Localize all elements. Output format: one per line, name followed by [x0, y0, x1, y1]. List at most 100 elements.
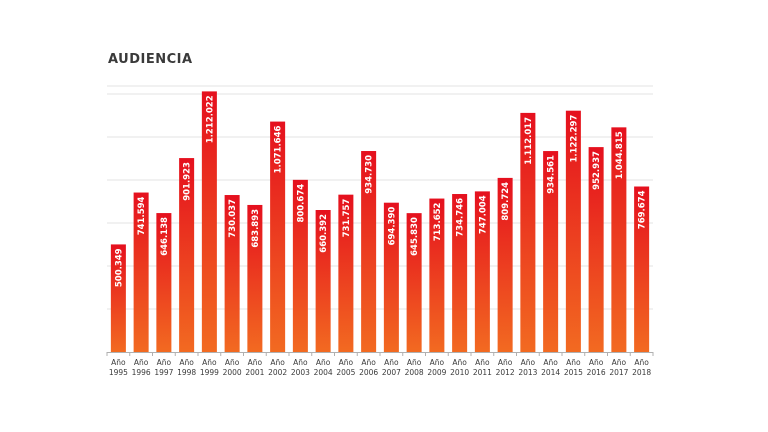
x-tick-label-top: Año	[293, 358, 308, 367]
x-tick-label-bottom: 2001	[245, 368, 264, 377]
x-tick-label-top: Año	[225, 358, 240, 367]
bar-value-label: 1.071.646	[274, 125, 284, 173]
x-tick-label-bottom: 1999	[200, 368, 219, 377]
x-tick-label-bottom: 1998	[177, 368, 196, 377]
bar	[565, 110, 581, 352]
x-tick-label-bottom: 2002	[268, 368, 287, 377]
x-tick-label-top: Año	[475, 358, 490, 367]
bar-value-label: 901.923	[183, 162, 193, 201]
bar-value-label: 800.674	[296, 184, 306, 223]
bar-value-label: 660.392	[319, 214, 329, 253]
bar-value-label: 741.594	[137, 196, 147, 235]
bar	[156, 213, 172, 352]
bar-value-label: 809.724	[501, 182, 511, 221]
x-tick-label-top: Año	[361, 358, 376, 367]
x-tick-label-bottom: 2017	[609, 368, 628, 377]
bar-value-label: 769.674	[638, 190, 648, 229]
x-tick-label-bottom: 1996	[132, 368, 151, 377]
x-tick-label-bottom: 2016	[587, 368, 606, 377]
x-tick-label-bottom: 2004	[314, 368, 333, 377]
bar	[588, 147, 604, 352]
bar-value-label: 646.138	[160, 217, 170, 256]
x-tick-label-bottom: 2005	[336, 368, 355, 377]
bar-value-label: 1.212.022	[205, 95, 215, 143]
x-tick-label-bottom: 2000	[223, 368, 242, 377]
x-tick-label-top: Año	[384, 358, 399, 367]
bar-value-label: 713.652	[433, 202, 443, 241]
bar	[201, 91, 217, 352]
bar	[270, 121, 286, 352]
bar-value-label: 1.044.815	[615, 131, 625, 179]
bar-value-label: 500.349	[114, 248, 124, 287]
bar	[406, 213, 422, 352]
bar	[452, 194, 468, 352]
x-tick-label-bottom: 1995	[109, 368, 128, 377]
bar-value-label: 645.830	[410, 217, 420, 256]
bar	[247, 204, 263, 352]
bar-value-label: 934.561	[547, 155, 557, 194]
bar-value-label: 1.112.017	[524, 117, 534, 165]
bar-value-label: 683.893	[251, 209, 261, 248]
bar-value-label: 934.730	[365, 155, 375, 194]
bar-value-label: 694.390	[387, 207, 397, 246]
x-tick-label-top: Año	[157, 358, 172, 367]
bar	[429, 198, 445, 352]
x-tick-label-bottom: 2012	[496, 368, 515, 377]
x-tick-label-bottom: 2007	[382, 368, 401, 377]
x-tick-label-bottom: 2015	[564, 368, 583, 377]
x-tick-label-top: Año	[407, 358, 422, 367]
x-tick-label-bottom: 2018	[632, 368, 651, 377]
x-tick-label-top: Año	[566, 358, 581, 367]
x-tick-label-top: Año	[248, 358, 263, 367]
bar-value-label: 1.122.297	[569, 115, 579, 163]
bar	[110, 244, 126, 352]
x-tick-label-top: Año	[589, 358, 604, 367]
bars	[110, 91, 650, 353]
x-tick-label-top: Año	[634, 358, 649, 367]
x-tick-label-top: Año	[543, 358, 558, 367]
bar-value-label: 730.037	[228, 199, 238, 238]
x-tick-label-top: Año	[452, 358, 467, 367]
bar-value-label: 747.004	[478, 195, 488, 234]
x-tick-label-bottom: 2014	[541, 368, 560, 377]
x-tick-label-top: Año	[430, 358, 445, 367]
bar	[224, 195, 240, 352]
x-tick-label-top: Año	[179, 358, 194, 367]
bar	[133, 192, 149, 352]
x-tick-label-bottom: 2009	[427, 368, 446, 377]
x-tick-label-bottom: 2011	[473, 368, 492, 377]
x-tick-label-top: Año	[270, 358, 285, 367]
x-tick-label-bottom: 2010	[450, 368, 469, 377]
x-tick-label-bottom: 1997	[154, 368, 173, 377]
bar	[179, 158, 195, 352]
x-tick-label-top: Año	[134, 358, 149, 367]
x-tick-label-top: Año	[339, 358, 354, 367]
bar	[520, 112, 536, 352]
value-labels: 500.349 741.594 646.138 901.923 1.212.022 730…	[114, 95, 647, 287]
x-tick-label-top: Año	[521, 358, 536, 367]
x-tick-label-top: Año	[498, 358, 513, 367]
bar	[634, 186, 650, 352]
bar	[611, 127, 627, 353]
bar-value-label: 731.757	[342, 199, 352, 238]
bar	[361, 151, 377, 352]
bar	[474, 191, 490, 352]
x-tick-label-bottom: 2008	[405, 368, 424, 377]
bar	[543, 151, 559, 352]
bar	[383, 202, 399, 352]
bar-value-label: 734.746	[456, 198, 466, 237]
x-tick-labels: Año1995Año1996Año1997Año1998Año1999Año20…	[106, 352, 654, 377]
x-tick-label-top: Año	[111, 358, 126, 367]
x-tick-label-bottom: 2013	[518, 368, 537, 377]
x-tick-label-top: Año	[202, 358, 217, 367]
chart-title: AUDIENCIA	[108, 52, 193, 67]
x-tick-label-bottom: 2003	[291, 368, 310, 377]
bar	[292, 179, 308, 352]
x-tick-label-top: Año	[612, 358, 627, 367]
bar	[315, 210, 331, 352]
bar-value-label: 952.937	[592, 151, 602, 190]
x-tick-label-bottom: 2006	[359, 368, 378, 377]
bar	[497, 177, 513, 352]
